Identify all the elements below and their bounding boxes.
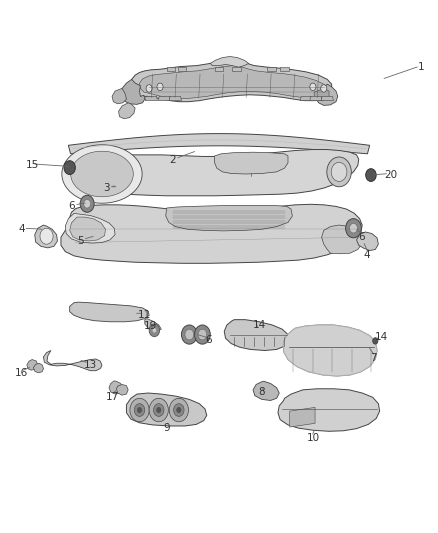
Polygon shape: [121, 79, 145, 104]
Polygon shape: [267, 67, 276, 71]
Polygon shape: [33, 364, 43, 373]
Polygon shape: [117, 384, 128, 395]
Polygon shape: [278, 389, 380, 431]
Circle shape: [346, 219, 361, 238]
Text: 5: 5: [77, 236, 84, 246]
Polygon shape: [357, 232, 378, 251]
Polygon shape: [127, 393, 207, 426]
Circle shape: [198, 329, 207, 340]
Polygon shape: [321, 96, 333, 101]
Polygon shape: [166, 205, 292, 231]
Polygon shape: [300, 96, 312, 101]
Circle shape: [138, 407, 142, 413]
Text: 7: 7: [370, 353, 376, 363]
Polygon shape: [71, 151, 133, 197]
Circle shape: [156, 407, 161, 413]
Polygon shape: [27, 360, 38, 370]
Text: 4: 4: [18, 224, 25, 235]
Text: 17: 17: [106, 392, 119, 402]
Polygon shape: [145, 319, 161, 332]
Circle shape: [146, 85, 152, 92]
Text: 4: 4: [363, 250, 370, 260]
Circle shape: [173, 403, 184, 416]
Text: 20: 20: [384, 170, 397, 180]
Text: 15: 15: [26, 160, 39, 171]
Circle shape: [310, 83, 316, 91]
Polygon shape: [63, 150, 359, 196]
Circle shape: [134, 403, 145, 416]
Polygon shape: [68, 134, 370, 154]
Polygon shape: [166, 67, 175, 71]
Text: 9: 9: [163, 423, 170, 433]
Text: 6: 6: [205, 335, 212, 345]
Polygon shape: [65, 213, 115, 243]
Polygon shape: [215, 152, 288, 174]
Polygon shape: [140, 66, 327, 99]
Polygon shape: [280, 67, 289, 71]
Polygon shape: [158, 96, 170, 101]
Circle shape: [169, 398, 188, 422]
Circle shape: [327, 157, 351, 187]
Polygon shape: [210, 56, 249, 67]
Text: 19: 19: [144, 321, 157, 331]
Polygon shape: [109, 381, 123, 394]
Text: 13: 13: [84, 360, 97, 370]
Polygon shape: [131, 60, 332, 102]
Circle shape: [321, 85, 327, 92]
Polygon shape: [177, 67, 186, 71]
Circle shape: [84, 199, 91, 208]
Text: 6: 6: [68, 201, 75, 212]
Polygon shape: [321, 225, 362, 254]
Circle shape: [149, 324, 159, 337]
Circle shape: [152, 328, 156, 333]
Circle shape: [149, 398, 168, 422]
Polygon shape: [284, 325, 377, 376]
Polygon shape: [169, 96, 181, 101]
Polygon shape: [62, 145, 142, 203]
Polygon shape: [284, 325, 377, 376]
Polygon shape: [35, 225, 57, 248]
Text: 10: 10: [306, 433, 319, 443]
Polygon shape: [253, 381, 279, 400]
Text: 14: 14: [375, 332, 389, 342]
Polygon shape: [43, 351, 102, 370]
Circle shape: [40, 228, 53, 244]
Circle shape: [373, 338, 378, 344]
Circle shape: [177, 407, 181, 413]
Polygon shape: [310, 96, 322, 101]
Polygon shape: [61, 204, 362, 263]
Polygon shape: [232, 67, 241, 71]
Polygon shape: [70, 217, 106, 241]
Polygon shape: [224, 320, 289, 351]
Circle shape: [350, 223, 357, 233]
Circle shape: [153, 403, 164, 416]
Circle shape: [331, 163, 347, 181]
Text: 16: 16: [15, 368, 28, 378]
Text: 6: 6: [359, 232, 365, 242]
Circle shape: [157, 83, 163, 91]
Circle shape: [194, 325, 210, 344]
Polygon shape: [215, 67, 223, 71]
Circle shape: [130, 398, 149, 422]
Polygon shape: [112, 88, 127, 104]
Text: 3: 3: [103, 183, 110, 193]
Text: 11: 11: [138, 310, 152, 320]
Circle shape: [185, 329, 194, 340]
Circle shape: [64, 161, 75, 174]
Polygon shape: [290, 407, 315, 427]
Circle shape: [80, 195, 94, 212]
Text: 2: 2: [169, 155, 175, 165]
Polygon shape: [316, 84, 338, 106]
Circle shape: [366, 168, 376, 181]
Circle shape: [181, 325, 197, 344]
Polygon shape: [119, 103, 135, 119]
Polygon shape: [314, 88, 329, 101]
Polygon shape: [70, 302, 149, 322]
Text: 14: 14: [253, 320, 266, 330]
Text: 1: 1: [418, 62, 424, 72]
Text: 8: 8: [258, 387, 265, 398]
Polygon shape: [145, 96, 157, 101]
